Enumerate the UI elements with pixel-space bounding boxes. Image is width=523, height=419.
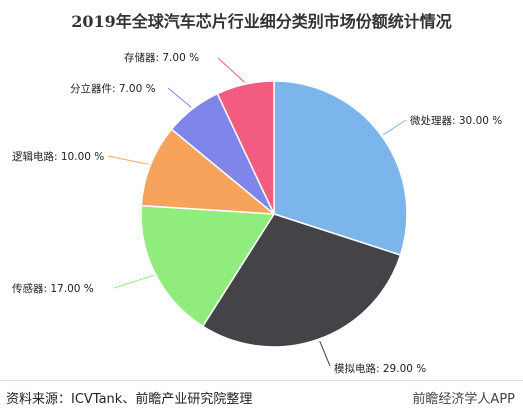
- brand-watermark: 前瞻经济学人APP: [412, 392, 515, 407]
- slice-label-1: 微处理器: 30.00 %: [410, 114, 502, 127]
- slice-label-6: 存储器: 7.00 %: [124, 51, 199, 64]
- slice-label-4: 逻辑电路: 10.00 %: [12, 150, 104, 163]
- leader-line-3: [113, 274, 154, 289]
- leader-line-5: [167, 87, 192, 108]
- pie-slice-1: [273, 80, 408, 257]
- slice-label-3: 传感器: 17.00 %: [12, 282, 94, 295]
- pie-slice-6: [216, 80, 275, 215]
- leader-line-4: [107, 155, 149, 165]
- leader-line-2: [319, 340, 331, 367]
- source-note: 资料来源：ICVTank、前瞻产业研究院整理: [6, 392, 253, 407]
- leader-line-6: [217, 57, 245, 83]
- pie-chart: 微处理器: 30.00 % 模拟电路: 29.00 % 传感器: 17.00 % 逻辑…: [12, 51, 502, 375]
- pie-slice-3: [140, 204, 276, 328]
- leader-line-1: [382, 119, 407, 136]
- chart-title: 2019年全球汽车芯片行业细分类别市场份额统计情况: [71, 12, 452, 31]
- pie-slice-4: [140, 128, 277, 215]
- slice-label-5: 分立器件: 7.00 %: [70, 82, 156, 95]
- pie-slice-2: [201, 213, 402, 348]
- slice-label-2: 模拟电路: 29.00 %: [334, 362, 426, 375]
- footer-divider: [0, 380, 523, 381]
